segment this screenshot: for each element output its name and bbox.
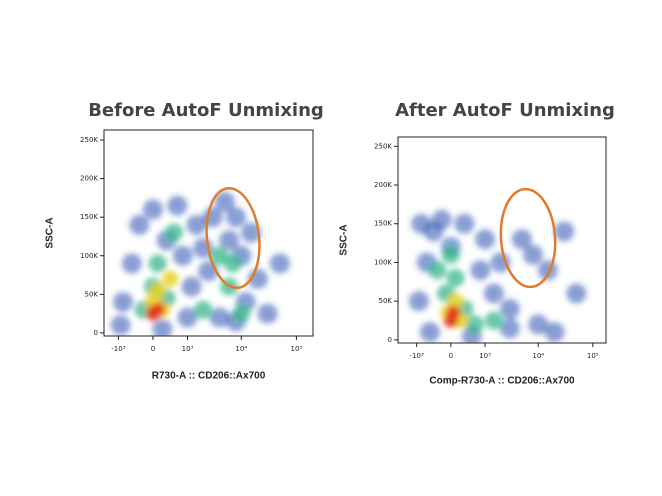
point — [149, 282, 166, 299]
point — [181, 276, 202, 297]
y-tick-label: 100K — [80, 252, 98, 260]
y-tick-label: 150K — [80, 213, 98, 221]
point — [484, 311, 503, 330]
point — [194, 300, 213, 319]
point — [408, 291, 429, 312]
point — [544, 322, 565, 343]
point — [162, 270, 179, 287]
y-tick-label: 200K — [80, 175, 98, 183]
plot-area — [110, 191, 290, 336]
point — [522, 244, 543, 265]
y-tick-label: 250K — [80, 136, 98, 144]
point — [528, 314, 549, 335]
point — [465, 315, 484, 334]
point — [165, 223, 184, 242]
plot-area — [408, 209, 587, 343]
point — [152, 319, 173, 336]
x-tick-label: -10³ — [410, 352, 424, 360]
x-axis-label: Comp-R730-A :: CD206::Ax700 — [429, 376, 575, 387]
x-tick-label: 10⁴ — [235, 345, 247, 353]
plot-frame — [397, 136, 607, 344]
y-axis-label: SSC-A — [45, 217, 56, 248]
point — [470, 260, 491, 281]
point — [240, 222, 261, 243]
x-tick-label: 10⁵ — [291, 345, 303, 353]
point — [419, 322, 440, 343]
y-axis-label: SSC-A — [339, 224, 350, 255]
point — [499, 318, 520, 339]
point — [172, 245, 193, 266]
point — [129, 214, 150, 235]
point — [167, 195, 188, 216]
point — [150, 302, 165, 317]
point — [411, 213, 432, 234]
x-tick-label: 0 — [449, 352, 453, 360]
point — [537, 260, 558, 281]
point — [431, 209, 452, 230]
point — [454, 213, 475, 234]
chart-title: After AutoF Unmixing — [395, 100, 615, 121]
point — [554, 221, 575, 242]
x-tick-label: -10³ — [111, 345, 125, 353]
point — [113, 292, 134, 313]
x-axis-label: R730-A :: CD206::Ax700 — [152, 371, 266, 382]
point — [219, 230, 240, 251]
point — [475, 229, 496, 250]
point — [177, 307, 198, 328]
point — [186, 214, 207, 235]
x-tick-label: 10³ — [479, 352, 491, 360]
point — [223, 254, 242, 273]
point — [225, 207, 246, 228]
point — [511, 229, 532, 250]
point — [232, 304, 251, 323]
point — [148, 254, 167, 273]
point — [446, 305, 461, 320]
y-tick-label: 200K — [374, 181, 392, 189]
y-tick-label: 50K — [85, 290, 99, 298]
point — [142, 199, 163, 220]
gate — [499, 187, 557, 289]
y-tick-label: 0 — [94, 329, 98, 337]
y-tick-label: 150K — [374, 220, 392, 228]
y-tick-label: 100K — [374, 258, 392, 266]
point — [121, 253, 142, 274]
point — [447, 293, 464, 310]
points — [110, 191, 290, 336]
point — [257, 303, 278, 324]
point — [441, 245, 460, 264]
point — [490, 252, 511, 273]
point — [210, 246, 229, 265]
y-tick-label: 250K — [374, 142, 392, 150]
x-tick-label: 0 — [151, 345, 155, 353]
y-tick-label: 0 — [388, 336, 392, 344]
point — [446, 268, 465, 287]
y-tick-label: 50K — [379, 297, 393, 305]
gate — [205, 186, 261, 290]
point — [214, 191, 235, 212]
point — [110, 315, 131, 336]
point — [269, 253, 290, 274]
points — [408, 209, 587, 343]
point — [499, 298, 520, 319]
point — [209, 307, 230, 328]
x-tick-label: 10⁵ — [587, 352, 599, 360]
x-tick-label: 10⁴ — [532, 352, 544, 360]
x-tick-label: 10³ — [182, 345, 194, 353]
point — [483, 283, 504, 304]
plot-frame — [103, 129, 314, 337]
chart-title: Before AutoF Unmixing — [88, 100, 324, 121]
point — [428, 261, 447, 280]
point — [566, 283, 587, 304]
